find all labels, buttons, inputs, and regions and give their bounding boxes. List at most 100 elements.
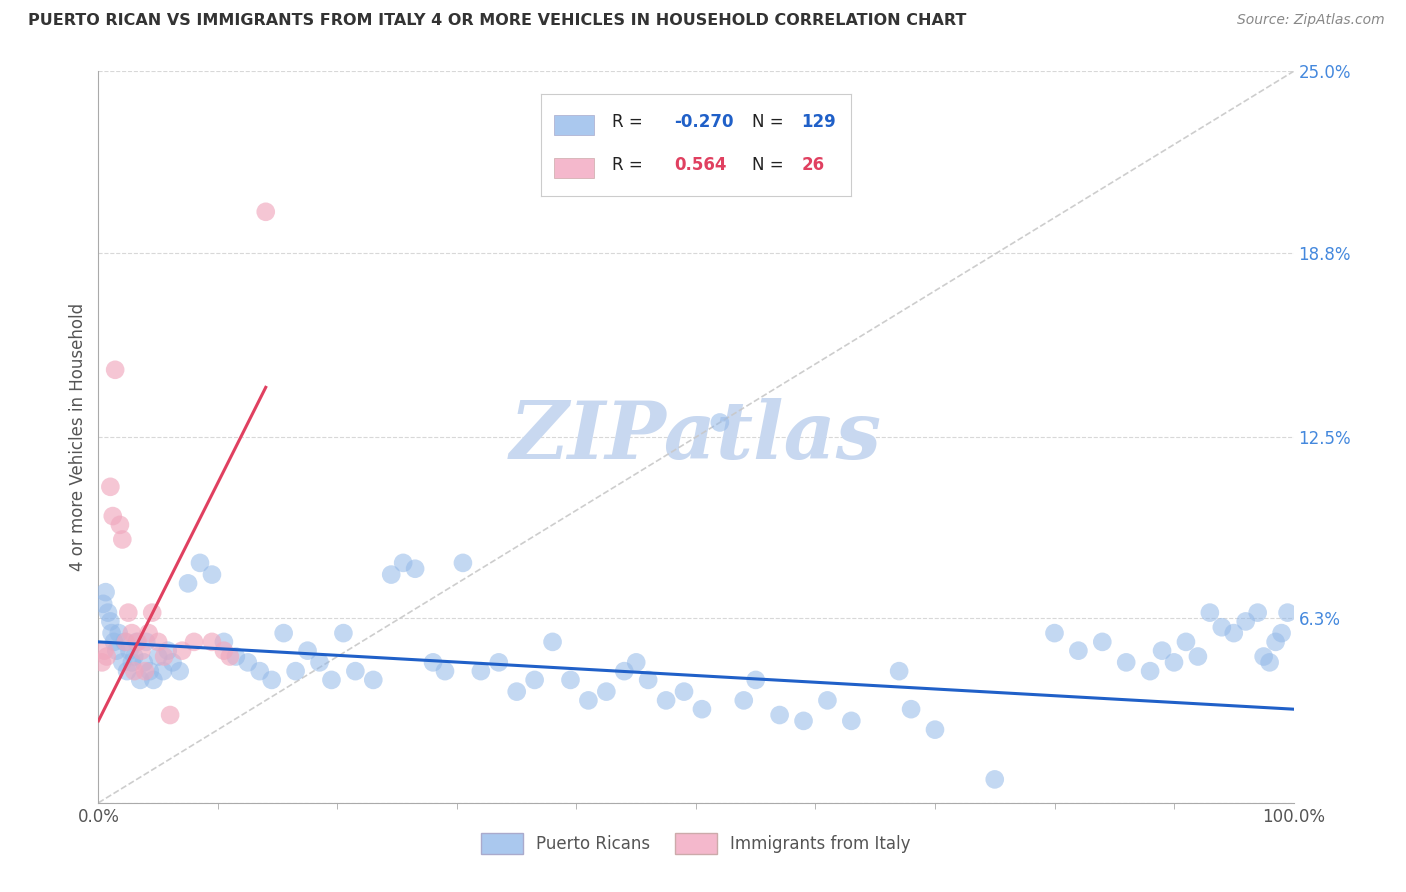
Point xyxy=(93,643,115,657)
Point xyxy=(273,626,295,640)
Point xyxy=(1152,643,1174,657)
Point xyxy=(142,673,165,687)
Point xyxy=(117,606,139,620)
Point xyxy=(690,702,713,716)
Point xyxy=(984,772,1007,787)
Point xyxy=(124,649,146,664)
Point xyxy=(139,664,162,678)
Point xyxy=(1187,649,1209,664)
Point xyxy=(111,533,134,547)
Point xyxy=(793,714,815,728)
Point xyxy=(637,673,659,687)
FancyBboxPatch shape xyxy=(554,158,593,178)
Point xyxy=(1175,635,1198,649)
Point xyxy=(626,656,648,670)
Point xyxy=(121,656,143,670)
Point xyxy=(1223,626,1246,640)
Point xyxy=(152,664,174,678)
Point xyxy=(434,664,457,678)
Point xyxy=(114,635,136,649)
Point xyxy=(225,649,247,664)
Point xyxy=(1067,643,1090,657)
Point xyxy=(91,597,114,611)
Point xyxy=(127,635,149,649)
Point xyxy=(97,606,120,620)
Point xyxy=(183,635,205,649)
Point xyxy=(1139,664,1161,678)
Point xyxy=(115,664,138,678)
FancyBboxPatch shape xyxy=(554,115,593,135)
Point xyxy=(132,656,155,670)
Point xyxy=(94,585,117,599)
Point xyxy=(103,635,125,649)
Y-axis label: 4 or more Vehicles in Household: 4 or more Vehicles in Household xyxy=(69,303,87,571)
Point xyxy=(104,363,127,377)
Point xyxy=(451,556,474,570)
Point xyxy=(249,664,271,678)
Point xyxy=(1258,656,1281,670)
Point xyxy=(297,643,319,657)
Point xyxy=(541,635,564,649)
Point xyxy=(595,684,617,698)
Point xyxy=(172,643,194,657)
Point xyxy=(148,635,170,649)
Point xyxy=(284,664,307,678)
Point xyxy=(578,693,600,707)
Point xyxy=(817,693,839,707)
Point xyxy=(98,480,122,494)
Text: 0.564: 0.564 xyxy=(675,156,727,175)
Legend: Puerto Ricans, Immigrants from Italy: Puerto Ricans, Immigrants from Italy xyxy=(474,827,918,860)
Point xyxy=(260,673,283,687)
Point xyxy=(96,649,118,664)
Point xyxy=(135,635,157,649)
Text: -0.270: -0.270 xyxy=(675,113,734,131)
Point xyxy=(201,567,224,582)
Point xyxy=(162,656,184,670)
Text: N =: N = xyxy=(752,113,789,131)
Point xyxy=(1247,606,1270,620)
Point xyxy=(613,664,636,678)
Point xyxy=(236,656,259,670)
Point xyxy=(1277,606,1299,620)
Text: 26: 26 xyxy=(801,156,824,175)
Point xyxy=(380,567,402,582)
Point xyxy=(124,664,146,678)
Point xyxy=(733,693,755,707)
Point xyxy=(488,656,510,670)
Point xyxy=(159,708,181,723)
Point xyxy=(422,656,444,670)
Point xyxy=(841,714,863,728)
Point xyxy=(129,673,152,687)
Point xyxy=(924,723,946,737)
Point xyxy=(709,416,731,430)
Point xyxy=(900,702,922,716)
Point xyxy=(470,664,492,678)
Point xyxy=(745,673,768,687)
Point xyxy=(148,649,170,664)
Point xyxy=(1234,615,1257,629)
Point xyxy=(1271,626,1294,640)
Point xyxy=(219,649,242,664)
Text: R =: R = xyxy=(613,113,648,131)
Point xyxy=(177,576,200,591)
Text: N =: N = xyxy=(752,156,789,175)
Point xyxy=(1199,606,1222,620)
Point xyxy=(107,626,129,640)
Point xyxy=(254,204,277,219)
Text: Source: ZipAtlas.com: Source: ZipAtlas.com xyxy=(1237,13,1385,28)
Point xyxy=(1264,635,1286,649)
Point xyxy=(1253,649,1275,664)
Point xyxy=(404,562,426,576)
Point xyxy=(673,684,696,698)
Point xyxy=(98,615,122,629)
Point xyxy=(201,635,224,649)
Point xyxy=(308,656,330,670)
Point xyxy=(115,635,138,649)
Point xyxy=(1211,620,1233,634)
Text: 129: 129 xyxy=(801,113,837,131)
Point xyxy=(188,556,211,570)
Point xyxy=(108,517,131,532)
Point xyxy=(212,635,235,649)
Point xyxy=(111,656,134,670)
Point xyxy=(212,643,235,657)
